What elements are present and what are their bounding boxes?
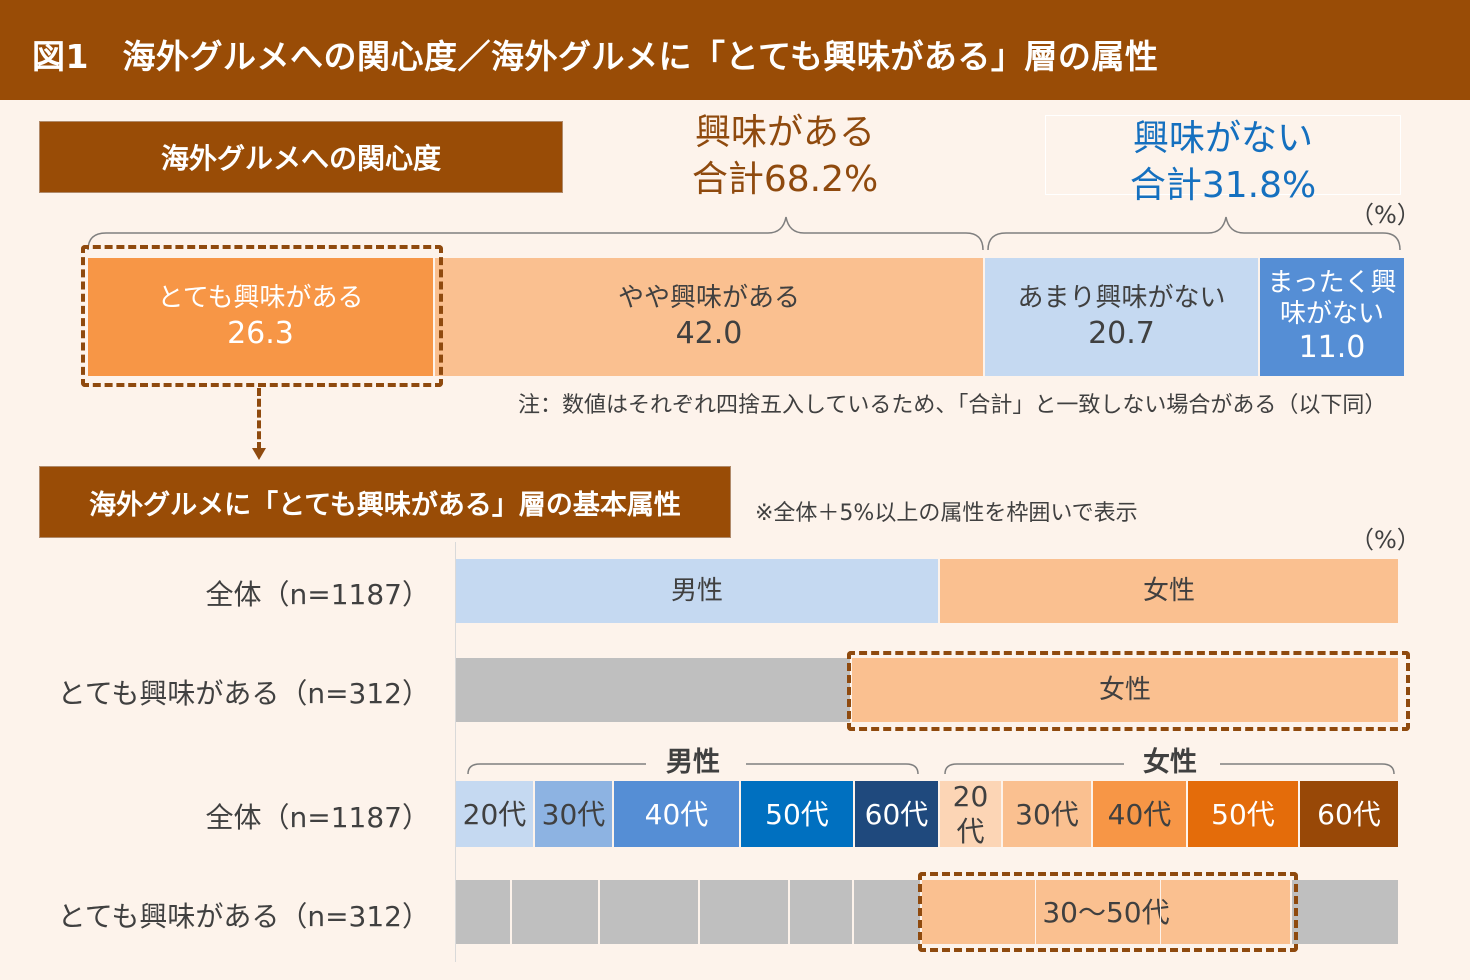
segment-male: 男性 [456, 559, 940, 623]
segment-female-60s: 60代 [1300, 781, 1398, 847]
segment-male-gray [456, 658, 852, 722]
figure-title: 図1 海外グルメへの関心度／海外グルメに「とても興味がある」層の属性 [0, 0, 1470, 100]
segment-male-40s: 40代 [614, 781, 741, 847]
age-all-bar: 20代 30代 40代 50代 60代 20代 30代 40代 50代 60代 [456, 780, 1398, 848]
rounding-note: 注：数値はそれぞれ四捨五入しているため、「合計」と一致しない場合がある（以下同） [518, 393, 1387, 418]
segment-label-line2: 味がない [1279, 299, 1384, 329]
gender-very-bar: 女性 [456, 658, 1398, 722]
segment-male-60s: 60代 [855, 781, 940, 847]
group-dislike-sum: 合計31.8% [1129, 164, 1317, 206]
row-label-all-age: 全体（n=1187） [205, 801, 430, 834]
segment-female-highlight: 女性 [852, 658, 1398, 722]
segment-value: 42.0 [675, 315, 743, 351]
segment-female-30s: 30代 [1003, 781, 1093, 847]
interest-stacked-bar: とても興味がある 26.3 やや興味がある 42.0 あまり興味がない 20.7… [88, 258, 1404, 376]
segment-female-30s-50s-highlight: 30～50代 [922, 880, 1290, 944]
segment-gray [600, 880, 700, 944]
divider [1160, 880, 1161, 944]
segment-label: とても興味がある [157, 283, 364, 313]
segment-gray [700, 880, 790, 944]
arrow-line [257, 388, 261, 450]
segment-somewhat-interested: やや興味がある 42.0 [435, 258, 985, 376]
segment-gray [456, 880, 512, 944]
segment-label-line1: まったく興 [1267, 267, 1397, 298]
segment-female: 女性 [940, 559, 1398, 623]
group-like-sum: 合計68.2% [691, 158, 879, 200]
group-dislike-label: 興味がない [1132, 118, 1313, 159]
highlight-note: ※全体＋5%以上の属性を枠囲いで表示 [755, 501, 1138, 526]
segment-female-20s: 20代 [940, 780, 1003, 848]
brace-age-groups [467, 763, 1395, 775]
gender-all-bar: 男性 女性 [456, 559, 1398, 623]
segment-gray [854, 880, 922, 944]
segment-label: あまり興味がない [1017, 283, 1226, 313]
segment-female-50s: 50代 [1188, 781, 1300, 847]
segment-male-50s: 50代 [741, 781, 855, 847]
row-label-all-gender: 全体（n=1187） [205, 578, 430, 611]
segment-very-interested: とても興味がある 26.3 [88, 258, 435, 376]
row-label-very-age: とても興味がある（n=312） [57, 900, 430, 933]
segment-label: やや興味がある [617, 283, 800, 313]
segment-male-30s: 30代 [535, 781, 614, 847]
segment-not-very-interested: あまり興味がない 20.7 [985, 258, 1260, 376]
segment-gray [1292, 880, 1398, 944]
section2-unit: （%） [1350, 526, 1421, 554]
segment-gray [512, 880, 600, 944]
section1-unit: （%） [1350, 201, 1421, 229]
segment-not-at-all-interested: まったく興 味がない 11.0 [1260, 258, 1404, 376]
divider [1035, 880, 1036, 944]
segment-value: 20.7 [1088, 315, 1155, 351]
section2-heading: 海外グルメに「とても興味がある」層の基本属性 [39, 466, 731, 538]
group-like-label: 興味がある [694, 112, 875, 153]
segment-male-20s: 20代 [456, 781, 535, 847]
age-very-bar: 30～50代 [456, 880, 1398, 944]
group-dislike-total: 興味がない 合計31.8% [1045, 115, 1401, 206]
axis-line [455, 542, 456, 962]
segment-value: 11.0 [1298, 330, 1366, 366]
segment-female-40s: 40代 [1093, 781, 1188, 847]
arrow-down-icon [252, 448, 266, 460]
age-group-male-label: 男性 [666, 747, 720, 778]
group-like-total: 興味がある 合計68.2% [640, 110, 930, 204]
highlight-label: 30～50代 [1042, 895, 1170, 929]
row-label-very-gender: とても興味がある（n=312） [57, 677, 430, 710]
age-group-female-label: 女性 [1143, 747, 1197, 778]
segment-value: 26.3 [227, 315, 294, 351]
brace-like-dislike [87, 216, 1401, 251]
section1-heading: 海外グルメへの関心度 [39, 121, 563, 193]
segment-gray [790, 880, 854, 944]
